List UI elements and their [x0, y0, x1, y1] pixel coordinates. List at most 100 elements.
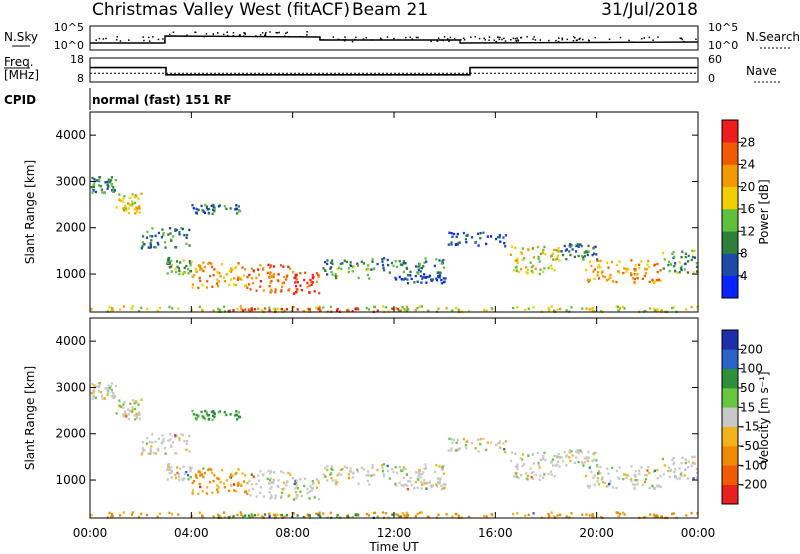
noise-search-point: [332, 36, 335, 38]
noise-search-point: [276, 35, 279, 38]
velocity-cell: [346, 515, 349, 519]
velocity-cell: [174, 476, 178, 480]
velocity-cell: [109, 385, 113, 388]
power-cell: [597, 264, 601, 267]
power-cell: [257, 273, 261, 276]
velocity-cell: [417, 474, 420, 478]
velocity-cell: [691, 455, 694, 459]
power-cell: [115, 206, 118, 209]
velocity-cell: [334, 480, 337, 484]
velocity-cell: [583, 460, 586, 464]
power-cell: [571, 248, 574, 251]
power-cell: [183, 266, 186, 270]
velocity-cell: [208, 467, 211, 471]
power-cell: [319, 309, 322, 312]
velocity-cell: [557, 456, 560, 459]
power-cell: [205, 286, 209, 289]
velocity-cell: [324, 475, 327, 478]
power-cell: [570, 306, 573, 309]
power-cell: [292, 292, 295, 295]
velocity-cell: [402, 484, 405, 487]
velocity-cell: [219, 481, 222, 484]
velocity-cell: [609, 482, 612, 485]
velocity-cell: [418, 511, 421, 515]
power-cell: [110, 176, 114, 179]
power-cell: [127, 202, 130, 205]
velocity-cell: [403, 514, 406, 517]
power-cell: [230, 267, 233, 270]
noise-search-point: [572, 36, 575, 38]
noise-search-point: [255, 35, 257, 37]
noise-search-point: [628, 39, 630, 42]
velocity-cell: [582, 462, 585, 465]
velocity-cell: [553, 475, 556, 478]
velocity-cell: [644, 477, 648, 481]
x-axis-label: Time UT: [368, 540, 419, 554]
noise-search-point: [299, 35, 302, 38]
power-cell: [247, 308, 250, 311]
noise-search-point: [484, 39, 487, 41]
frequency-panel: Freq. [MHz] 18 8 60 0 Nave: [4, 53, 780, 85]
power-cell: [112, 185, 115, 189]
noise-search-point: [430, 40, 432, 43]
velocity-cell: [663, 464, 666, 467]
velocity-cell: [229, 413, 232, 416]
velocity-cell: [282, 471, 285, 474]
power-y-tick-label: 4000: [55, 128, 86, 142]
velocity-cell: [331, 468, 334, 472]
power-cell: [693, 249, 696, 253]
velocity-cell: [94, 396, 97, 400]
power-cell: [237, 209, 240, 213]
power-cell: [270, 288, 273, 291]
power-cell: [585, 268, 588, 272]
power-cell: [399, 263, 403, 266]
power-cell: [197, 264, 200, 267]
velocity-cell: [111, 395, 114, 398]
power-cell: [606, 261, 609, 264]
velocity-cell: [281, 491, 284, 495]
velocity-cell: [521, 453, 524, 456]
noise-search-point: [276, 32, 279, 34]
power-cell: [308, 284, 311, 287]
power-cell: [223, 205, 226, 208]
velocity-cell: [122, 511, 125, 514]
velocity-cell: [456, 449, 459, 452]
power-cell: [422, 276, 425, 279]
power-cell: [568, 250, 571, 253]
power-cell: [138, 211, 141, 214]
power-cell: [231, 268, 234, 272]
velocity-cell: [633, 478, 636, 482]
velocity-cell: [684, 458, 687, 462]
velocity-cell: [145, 442, 149, 445]
power-cell: [414, 274, 417, 278]
power-cell: [550, 305, 553, 308]
velocity-cell: [118, 404, 121, 408]
power-cell: [632, 277, 635, 280]
noise-search-point: [322, 38, 324, 41]
power-cell: [124, 204, 127, 207]
power-cell: [365, 268, 368, 271]
velocity-cell: [95, 385, 99, 388]
velocity-cell: [543, 473, 546, 476]
velocity-cell: [423, 467, 426, 470]
power-cell: [456, 243, 459, 246]
power-cell: [131, 202, 134, 206]
velocity-cell: [293, 482, 296, 486]
noise-search-point: [351, 40, 354, 43]
power-cell: [516, 257, 519, 260]
velocity-cell: [570, 449, 573, 453]
power-cell: [232, 309, 235, 312]
velocity-cell: [250, 473, 253, 476]
velocity-cell: [131, 399, 134, 402]
velocity-cell: [178, 467, 182, 470]
power-cell: [401, 263, 404, 267]
velocity-cell: [593, 474, 596, 477]
velocity-cell: [399, 515, 402, 518]
velocity-cell: [311, 487, 314, 490]
noise-search-point: [264, 33, 267, 35]
power-cell: [544, 252, 547, 256]
noise-search-point: [164, 40, 166, 42]
velocity-cell: [227, 516, 230, 519]
velocity-cell: [542, 454, 545, 458]
power-cell: [248, 273, 251, 277]
